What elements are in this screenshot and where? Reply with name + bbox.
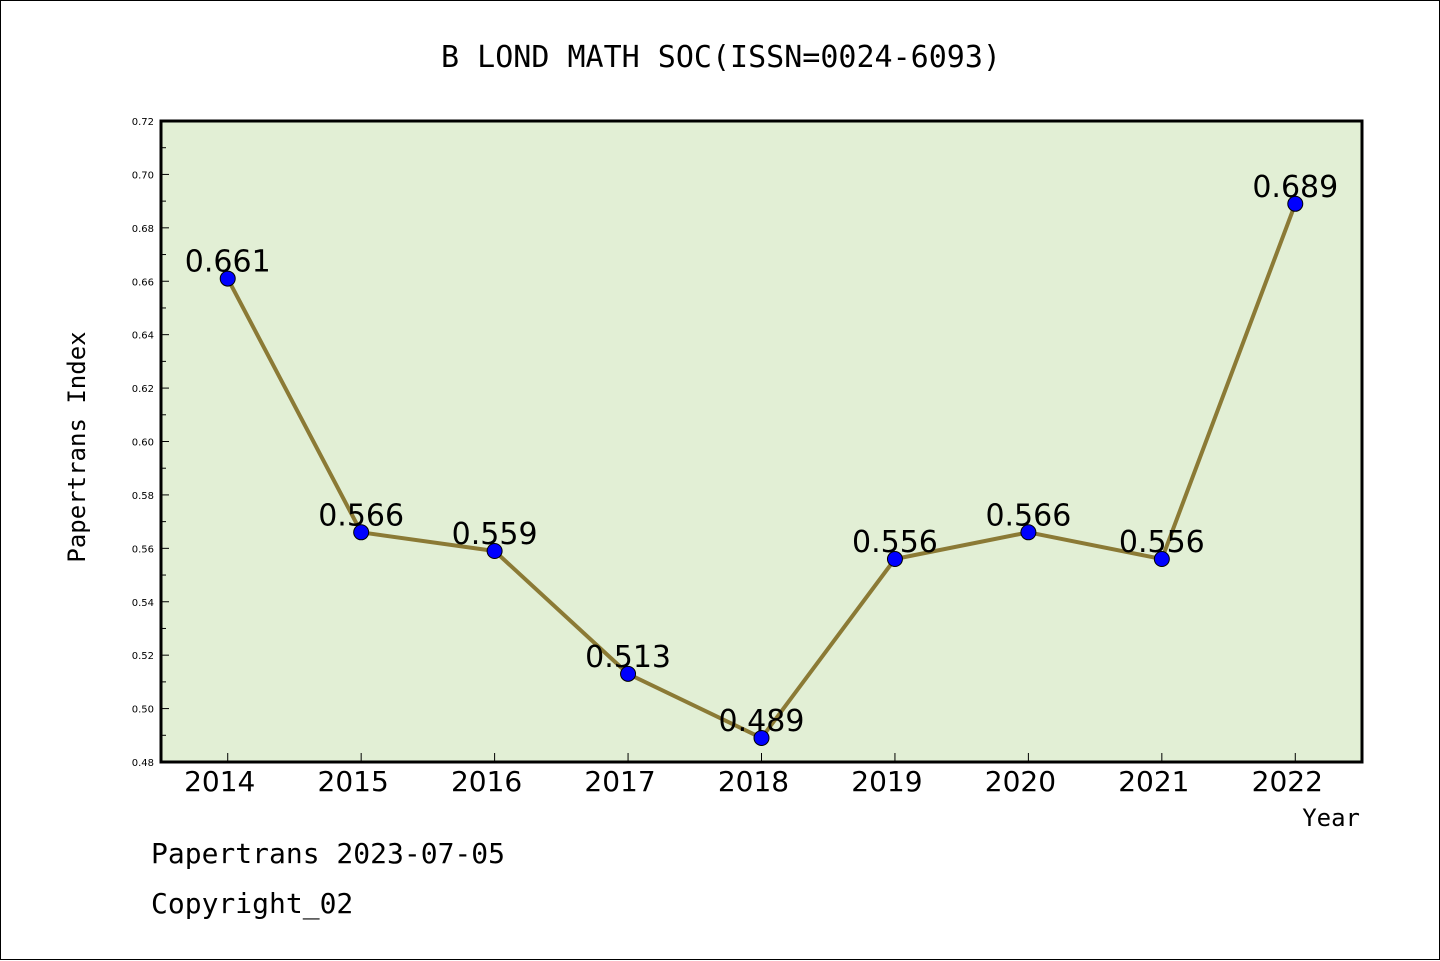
x-tick-label: 2022 (1252, 765, 1323, 798)
y-tick-label: 0.56 (132, 544, 154, 555)
y-tick-label: 0.50 (132, 705, 154, 716)
data-point (353, 524, 370, 541)
y-axis-label: Papertrans Index (63, 331, 91, 562)
data-point (886, 551, 903, 568)
data-label: 0.489 (719, 704, 805, 739)
data-point (1287, 195, 1304, 212)
data-label: 0.513 (585, 640, 671, 675)
data-label: 0.556 (852, 525, 938, 560)
x-axis-label: Year (1302, 804, 1360, 832)
data-label: 0.566 (985, 498, 1071, 533)
x-tick-label: 2020 (985, 765, 1056, 798)
series-markers (219, 195, 1304, 746)
data-label: 0.689 (1252, 170, 1338, 205)
y-tick-label: 0.58 (132, 491, 154, 502)
data-label: 0.556 (1119, 525, 1205, 560)
y-tick-label: 0.64 (132, 331, 154, 342)
data-label: 0.559 (452, 517, 538, 552)
y-tick-label: 0.72 (132, 117, 154, 128)
x-tick-label: 2015 (318, 765, 389, 798)
chart-title: B LOND MATH SOC(ISSN=0024-6093) (441, 40, 1001, 75)
data-point (1153, 551, 1170, 568)
y-tick-label: 0.66 (132, 277, 154, 288)
x-tick-label: 2021 (1118, 765, 1189, 798)
footer-date: Papertrans 2023-07-05 (151, 837, 506, 870)
data-point (1020, 524, 1037, 541)
data-labels: 0.661 0.566 0.559 0.513 0.489 0.556 0.566 0.556… (185, 170, 1338, 739)
data-label: 0.566 (318, 498, 404, 533)
data-point (753, 729, 770, 746)
y-tick-label: 0.52 (132, 651, 154, 662)
y-tick-label: 0.60 (132, 438, 154, 449)
x-tick-label: 2014 (184, 765, 255, 798)
x-tick-label: 2017 (584, 765, 655, 798)
x-tick-label: 2019 (851, 765, 922, 798)
x-tick-label: 2018 (718, 765, 789, 798)
data-point (486, 543, 503, 560)
y-tick-label: 0.68 (132, 224, 154, 235)
y-tick-label: 0.54 (132, 598, 154, 609)
y-tick-label: 0.70 (132, 170, 154, 181)
data-label: 0.661 (185, 245, 271, 280)
y-axis: 0.48 0.50 0.52 0.54 0.56 0.58 0.60 0.62 0.64 0.66… (132, 117, 169, 769)
y-tick-label: 0.48 (132, 758, 154, 769)
data-point (219, 270, 236, 287)
plot-area (159, 119, 1364, 764)
data-point (620, 665, 637, 682)
footer-copyright: Copyright_02 (151, 887, 354, 920)
y-tick-label: 0.62 (132, 384, 154, 395)
x-tick-label: 2016 (451, 765, 522, 798)
x-axis: 2014 2015 2016 2017 2018 2019 2020 2021 2022 (184, 753, 1323, 798)
